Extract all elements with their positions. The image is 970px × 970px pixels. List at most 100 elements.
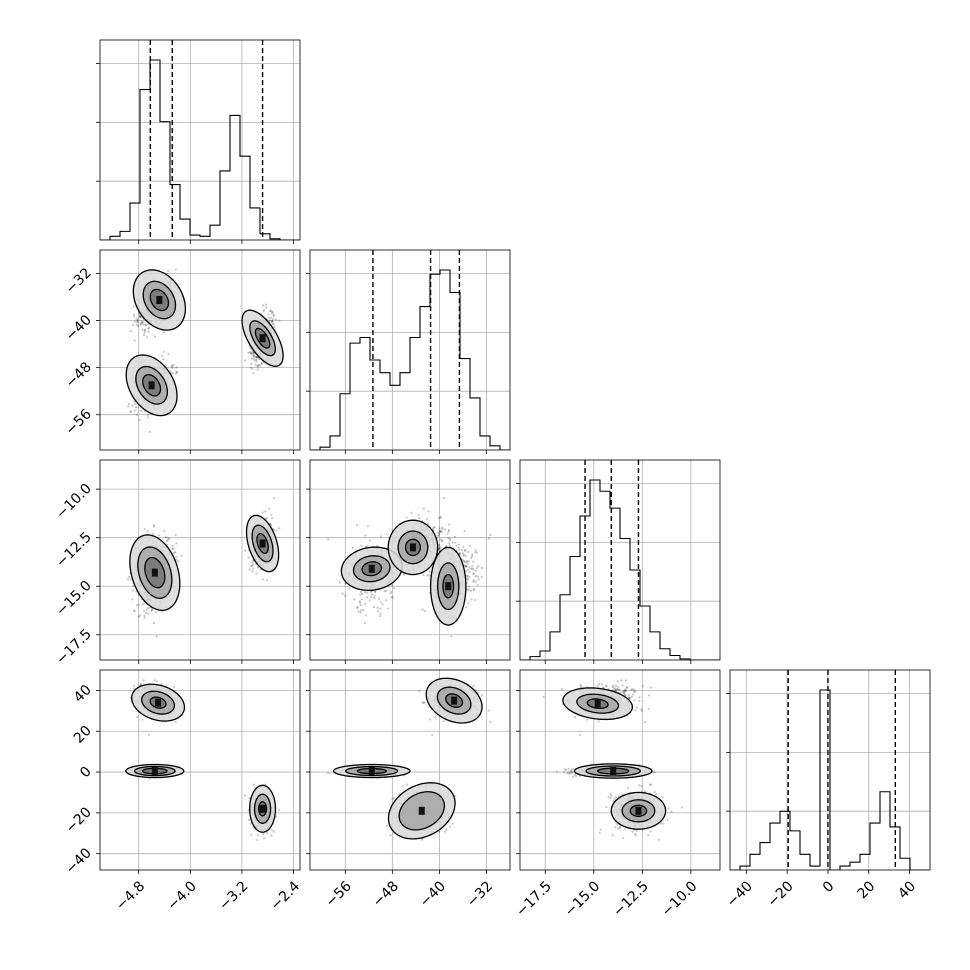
sample-point [466,578,470,581]
sample-point [133,610,136,613]
sample-point [256,834,259,837]
sample-point [369,590,373,593]
sample-point [143,331,146,334]
sample-point [269,309,272,312]
sample-point [247,818,251,822]
sample-point [265,579,269,582]
sample-point [270,319,274,323]
sample-point [152,533,155,536]
sample-point [131,589,135,592]
sample-point [474,551,477,554]
sample-point [251,564,254,567]
sample-point [391,596,394,599]
histogram-panel [516,459,721,664]
sample-point [256,365,259,368]
sample-point [126,578,130,581]
sample-point [474,598,477,601]
sample-point [480,566,483,570]
sample-point [623,689,627,692]
sample-point [153,335,157,338]
sample-point [454,541,457,544]
sample-point [440,530,444,533]
sample-point [356,607,359,610]
sample-point [359,611,362,614]
sample-point [477,564,480,568]
x-tick-label: −56 [323,878,355,910]
sample-point [164,535,168,539]
sample-point [262,578,265,581]
sample-point [438,548,441,551]
sample-point [172,685,175,689]
sample-point [338,581,341,584]
sample-point [353,598,356,601]
sample-point [252,372,255,375]
sample-point [255,355,258,358]
sample-point [360,544,363,547]
sample-point [272,497,276,500]
sample-point [605,684,608,687]
sample-point [633,699,636,702]
sample-point [619,691,622,694]
sample-point [379,601,382,604]
sample-point [248,797,251,800]
sample-point [630,688,633,692]
sample-point [468,570,471,574]
sample-point [254,355,258,359]
sample-point [278,527,281,530]
sample-point [384,599,388,602]
sample-point [359,590,363,594]
sample-point [271,311,274,314]
sample-point [476,575,479,578]
sample-point [171,372,174,375]
sample-point [270,834,273,837]
sample-point [373,596,376,600]
sample-point [458,548,461,551]
histogram-step [100,59,300,240]
sample-point [175,371,179,374]
sample-point [255,360,258,363]
sample-point [471,565,474,568]
sample-point [172,363,175,366]
sample-point [389,592,392,595]
sample-point [616,680,620,683]
sample-point [624,688,627,691]
sample-point [254,363,257,366]
sample-point [271,321,274,324]
sample-point [269,523,272,526]
sample-point [143,614,146,618]
sample-point [464,548,467,552]
sample-point [251,367,254,370]
sample-point [175,558,178,561]
sample-point [437,517,441,520]
sample-point [438,546,441,549]
sample-point [437,534,440,537]
density-peak [259,334,266,343]
sample-point [162,350,165,353]
scatter-panel: −17.5−15.0−12.5−10.0 [513,669,721,920]
sample-point [427,510,430,513]
sample-point [542,695,545,699]
sample-point [252,783,255,786]
sample-point [133,313,136,316]
sample-point [141,323,144,326]
sample-point [455,544,458,547]
sample-point [488,709,491,712]
sample-point [425,517,428,521]
sample-point [256,368,259,371]
sample-point [252,357,255,360]
y-tick-label: −32 [63,265,95,297]
sample-point [163,529,166,533]
sample-point [144,323,147,326]
sample-point [133,409,136,412]
sample-point [448,542,451,545]
sample-point [377,597,381,601]
sample-point [441,526,444,529]
sample-point [453,535,456,539]
sample-point [139,614,142,617]
sample-point [248,350,252,354]
sample-point [140,320,144,323]
sample-point [405,783,409,786]
sample-point [249,366,253,369]
